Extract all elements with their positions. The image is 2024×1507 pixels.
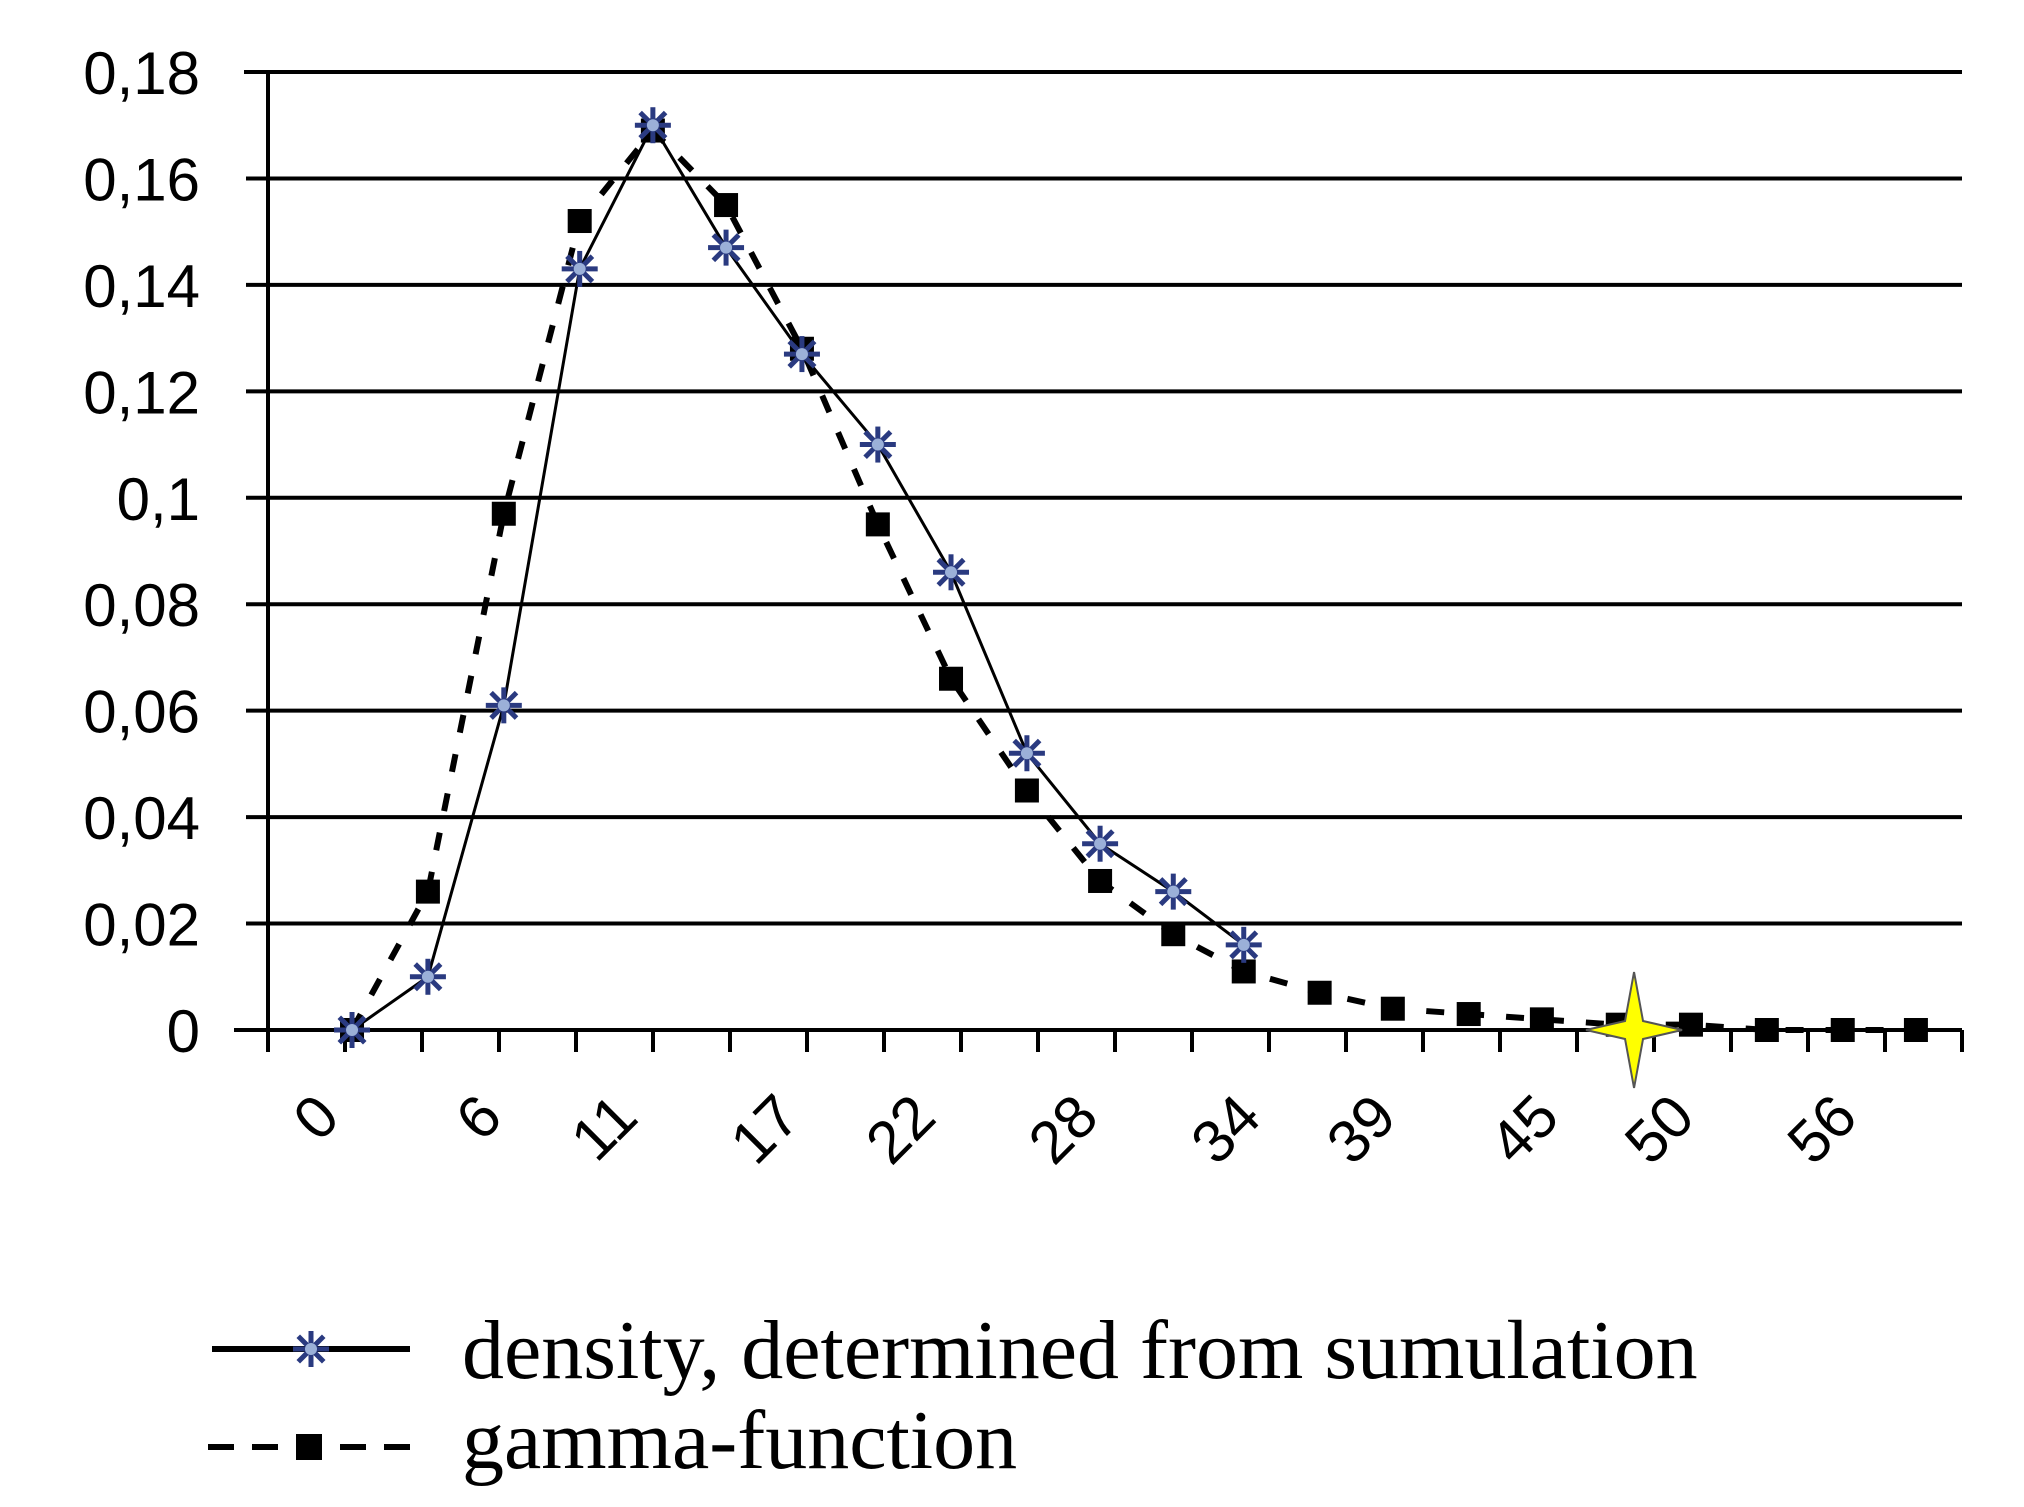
series-gamma-point-5 [714,193,739,218]
gridlines [268,70,1962,926]
legend-label-simulation: density, determined from sumulation [462,1304,1698,1397]
series-gamma-point-15 [1456,1002,1481,1027]
x-tick-label-0: 0 [280,1082,351,1153]
series-simulation-point-2-center [497,699,510,712]
x-tick-label-5: 28 [1016,1082,1111,1177]
series-simulation-point-4 [634,107,671,144]
series-simulation-point-5 [708,229,745,266]
series-gamma-point-21 [1903,1018,1928,1042]
y-tick-label-6: 0,12 [83,359,200,426]
series-gamma-point-20 [1830,1018,1855,1042]
series-gamma-point-2 [491,501,516,526]
series-simulation-point-10 [1082,825,1119,862]
x-axis-tick-labels: 0 6 11 17 22 28 34 39 45 50 56 [280,1082,1869,1177]
series-simulation-point-9-center [1020,747,1033,760]
y-tick-label-4: 0,08 [83,572,200,639]
series-gamma-line [349,126,1916,1033]
legend-marker-simulation [293,1331,329,1367]
y-tick-label-1: 0,02 [83,892,200,959]
series-simulation-point-1 [409,958,446,995]
legend-marker-gamma [296,1434,322,1460]
y-tick-label-0: 0 [167,998,200,1065]
y-tick-label-8: 0,16 [83,146,200,213]
legend-item-gamma: gamma-function [208,1394,1017,1487]
series-gamma-point-1 [415,879,440,904]
series-gamma-point-18 [1678,1012,1703,1037]
series-gamma-point-9 [1014,778,1039,803]
x-tick-label-7: 39 [1314,1082,1409,1177]
x-tick-label-10: 56 [1775,1082,1870,1177]
y-tick-label-3: 0,06 [83,679,200,746]
y-axis-tick-labels: 0 0,02 0,04 0,06 0,08 0,1 0,12 0,14 0,16 0,18 [83,40,200,1065]
x-tick-label-1: 6 [443,1082,514,1153]
series-simulation-point-1-center [421,970,434,983]
series-simulation-point-6-center [795,348,808,361]
series-gamma-point-16 [1529,1007,1554,1032]
series-simulation-point-0-center [346,1024,359,1036]
series-simulation-point-3-center [573,262,586,275]
series-simulation-point-12 [1225,926,1262,963]
x-tick-label-6: 34 [1178,1082,1273,1177]
series-gamma-point-3 [567,209,592,234]
legend: density, determined from sumulation gamm… [208,1304,1698,1487]
series-simulation-point-7-center [871,438,884,451]
series-gamma-point-10 [1088,868,1113,893]
series-simulation-point-8-center [945,566,958,579]
series-simulation-point-4-center [646,119,659,132]
x-tick-label-9: 50 [1612,1082,1707,1177]
series-gamma-point-14 [1380,996,1405,1021]
series-gamma-point-11 [1161,922,1186,947]
y-tick-label-2: 0,04 [83,785,200,852]
series-simulation-point-10-center [1094,837,1107,850]
y-tick-label-5: 0,1 [117,466,200,533]
series-simulation-point-11-center [1167,885,1180,898]
series-simulation-point-12-center [1237,938,1250,951]
legend-label-gamma: gamma-function [462,1394,1017,1487]
y-tick-label-7: 0,14 [83,253,200,320]
series-gamma-point-8 [939,666,964,691]
series-simulation-point-9 [1008,735,1045,772]
series-gamma-point-19 [1754,1018,1779,1042]
series-simulation-point-5-center [720,241,733,254]
series-simulation-point-0 [334,1012,371,1048]
series-gamma-point-13 [1307,980,1332,1005]
x-tick-label-2: 11 [558,1082,649,1173]
x-tick-label-3: 17 [718,1082,813,1177]
series-simulation-point-11 [1155,873,1192,910]
series-simulation-line [351,122,1245,1032]
highlight-point-star [1585,971,1683,1089]
x-tick-label-4: 22 [853,1082,948,1177]
series-simulation-point-3 [561,250,598,287]
series-simulation-point-8 [933,554,970,591]
legend-marker-simulation-center [305,1343,317,1355]
series-simulation-point-7 [859,426,896,463]
series-simulation-point-2 [485,687,522,724]
series-gamma-point-12 [1231,959,1256,984]
x-tick-label-8: 45 [1477,1082,1572,1177]
series-simulation-point-6 [783,336,820,373]
legend-item-simulation: density, determined from sumulation [212,1304,1698,1397]
y-tick-label-9: 0,18 [83,40,200,107]
plot-series [334,107,1928,1089]
series-gamma-point-7 [865,512,890,537]
